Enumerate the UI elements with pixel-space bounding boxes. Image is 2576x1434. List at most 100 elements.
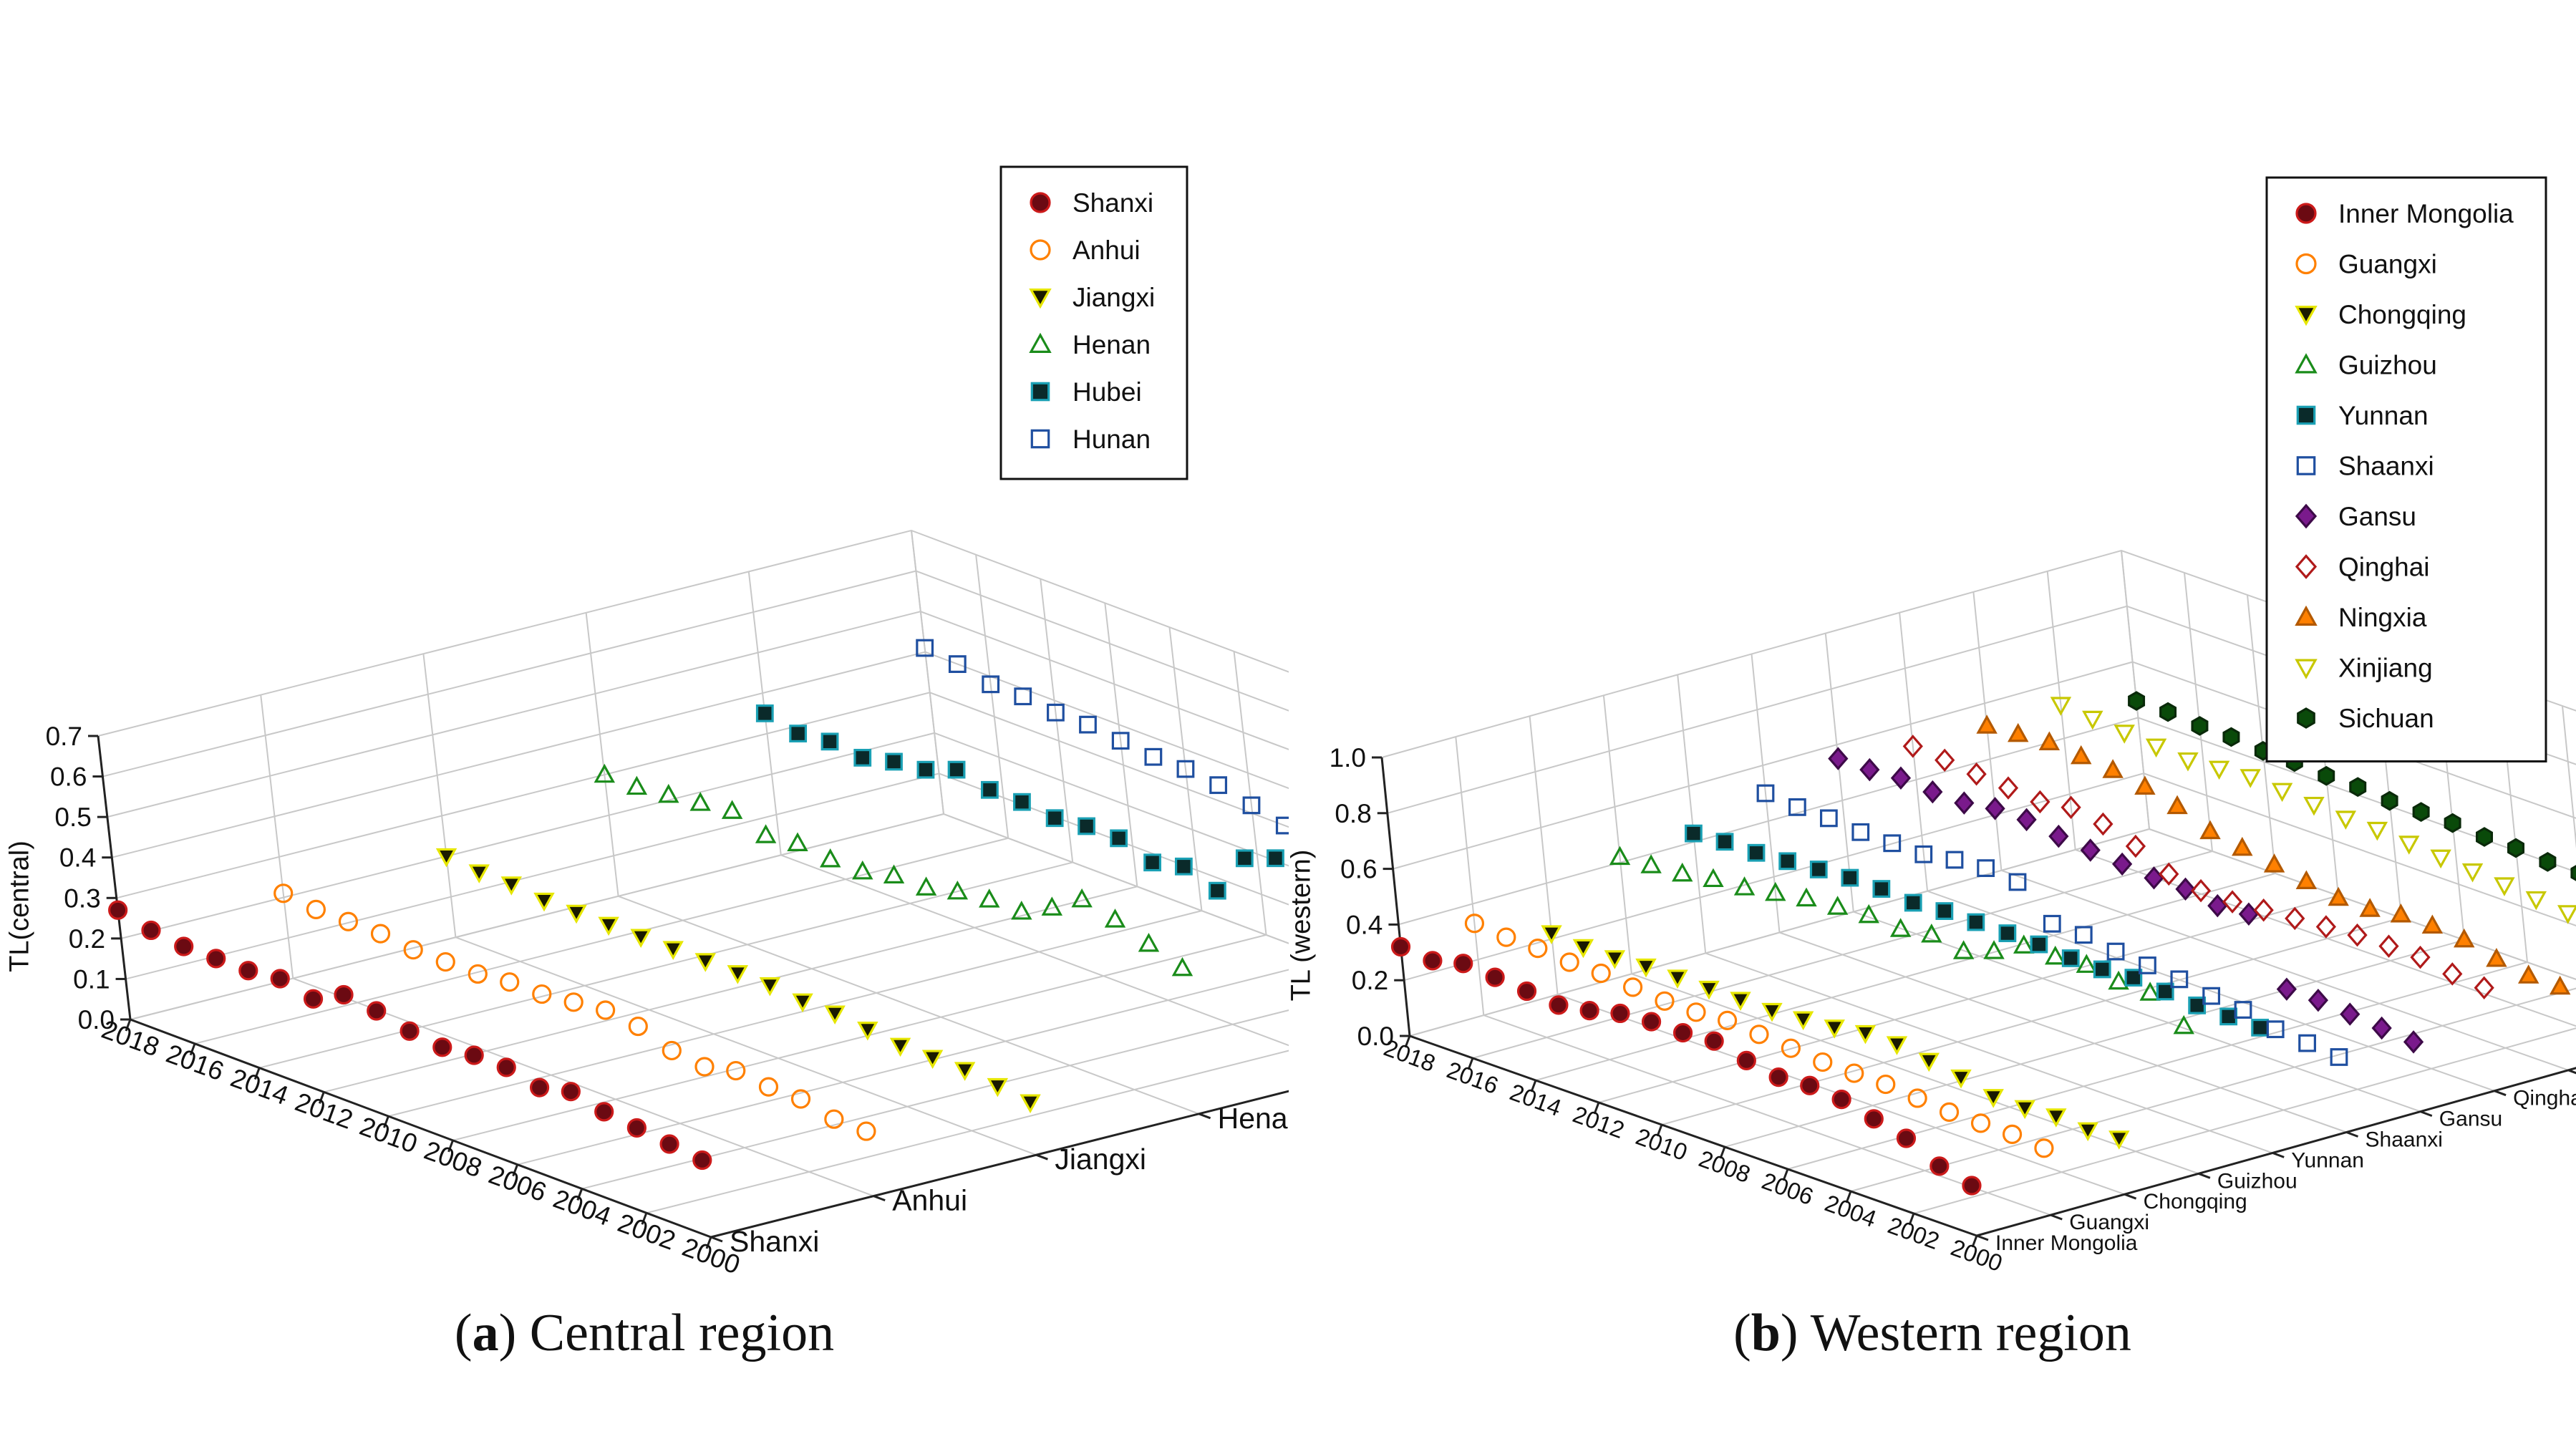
z-tick-label: 0.0 [78,1005,115,1035]
data-point-gansu [1954,791,1975,815]
data-point-inner-mongolia [1390,936,1411,957]
x-tick-mark [1908,1213,1915,1226]
floor-grid-line [1705,952,2273,1154]
data-point-anhui [694,1057,715,1077]
legend-marker-jiangxi [1029,289,1052,309]
data-point-jiangxi [533,892,555,912]
data-point-guangxi [2002,1124,2023,1144]
data-point-ningxia [2166,795,2188,815]
data-point-chongqing [1667,969,1688,989]
data-point-xinjiang [2208,760,2230,780]
data-point-yunnan [1809,861,1828,878]
data-point-ningxia [2008,722,2029,742]
x-tick-mark [189,1043,196,1056]
data-point-anhui [403,940,423,960]
wall-grid-line [585,612,619,896]
data-point-ningxia [2232,836,2253,856]
data-point-chongqing [1635,958,1657,978]
data-point-shaanxi [2234,1001,2252,1019]
data-point-henan [1071,888,1093,908]
data-point-guangxi [1717,1010,1738,1031]
data-point-henan [626,775,648,795]
data-point-chongqing [1886,1036,1908,1055]
data-point-shanxi [659,1134,679,1154]
data-point-anhui [662,1040,682,1061]
data-point-guangxi [1591,963,1611,984]
z-tick-label: 0.1 [73,964,110,994]
z-axis-label: TL (western) [1289,850,1317,1002]
data-point-shaanxi [1914,845,1933,863]
data-point-chongqing [1761,1002,1783,1022]
floor-grid-line [388,910,1202,1118]
x-axis-line [1409,1035,1977,1237]
wall-grid-line [120,732,1289,939]
data-point-yunnan [2156,982,2174,1001]
data-point-henan [689,792,711,811]
data-point-xinjiang [2494,877,2515,896]
wall-grid-line [125,772,1289,980]
data-point-shaanxi [1977,859,1995,878]
data-point-shanxi [496,1057,516,1077]
data-point-hunan [1079,715,1097,734]
data-point-inner-mongolia [1831,1090,1851,1110]
y-tick-label: Shanxi [730,1225,819,1258]
data-point-qinghai [2159,862,2179,886]
data-point-jiangxi [1020,1094,1041,1113]
y-tick-label: Henan [1218,1102,1289,1135]
floor-grid-line [455,936,1037,1156]
data-point-hubei [820,732,839,751]
data-point-ningxia [2421,914,2444,934]
data-point-hubei [789,725,808,743]
floor-grid-line [646,1050,1289,1214]
legend-label-shanxi: Shanxi [1072,188,1153,218]
data-point-xinjiang [2082,710,2103,730]
data-point-inner-mongolia [1579,1001,1599,1021]
data-points [108,639,1289,1171]
legend-marker-henan [1029,332,1052,353]
data-point-chongqing [1854,1024,1877,1045]
wall-grid-line [1455,737,1485,1016]
data-point-inner-mongolia [1453,954,1473,974]
data-point-hubei [755,704,774,722]
y-tick-mark [1976,1234,1989,1241]
floor-grid-line [292,977,874,1197]
data-point-sichuan [2444,813,2461,833]
z-tick-label: 0.6 [50,762,87,792]
data-point-shanxi [561,1082,581,1102]
data-point-qinghai [2030,790,2050,814]
data-point-anhui [563,992,584,1012]
legend: Inner Mongolia Guangxi Chongqing Guizhou Yun… [2265,176,2547,762]
data-point-ningxia [2071,745,2092,765]
data-point-ningxia [2134,775,2156,795]
data-point-hubei [1013,793,1031,811]
data-point-anhui [726,1060,746,1081]
x-tick-label: 2014 [1506,1078,1565,1121]
y-tick-label: Shaanxi [2366,1128,2443,1152]
data-point-inner-mongolia [1896,1128,1917,1148]
data-point-xinjiang [2271,783,2293,803]
legend-marker-ningxia [2295,605,2318,626]
data-point-chongqing [1730,992,1751,1011]
data-point-gansu [2080,838,2101,862]
data-point-shanxi [400,1021,420,1041]
wall-grid-line [1409,828,2576,1037]
data-point-hunan [948,655,967,674]
data-point-shaanxi [2330,1048,2348,1066]
legend-marker-guangxi [2295,253,2317,275]
data-point-hunan [1014,687,1032,706]
data-point-yunnan [2124,969,2143,987]
data-point-hubei [885,752,903,771]
wall-grid-line [1393,661,2576,870]
legend-label-hunan: Hunan [1072,425,1151,454]
data-point-jiangxi [500,876,523,896]
data-point-xinjiang [2430,849,2451,869]
data-point-guizhou [2076,954,2098,973]
z-tick-label: 0.2 [1352,966,1388,995]
data-point-qinghai [2093,812,2113,836]
data-point-shaanxi [2139,956,2156,974]
data-point-guizhou [1796,887,1817,907]
chart-western-region: 0.00.20.40.60.81.02018201620142012201020… [1289,176,2576,1276]
y-tick-mark [2272,1151,2285,1158]
z-tick-label: 0.3 [64,883,100,913]
data-point-henan [787,832,808,851]
